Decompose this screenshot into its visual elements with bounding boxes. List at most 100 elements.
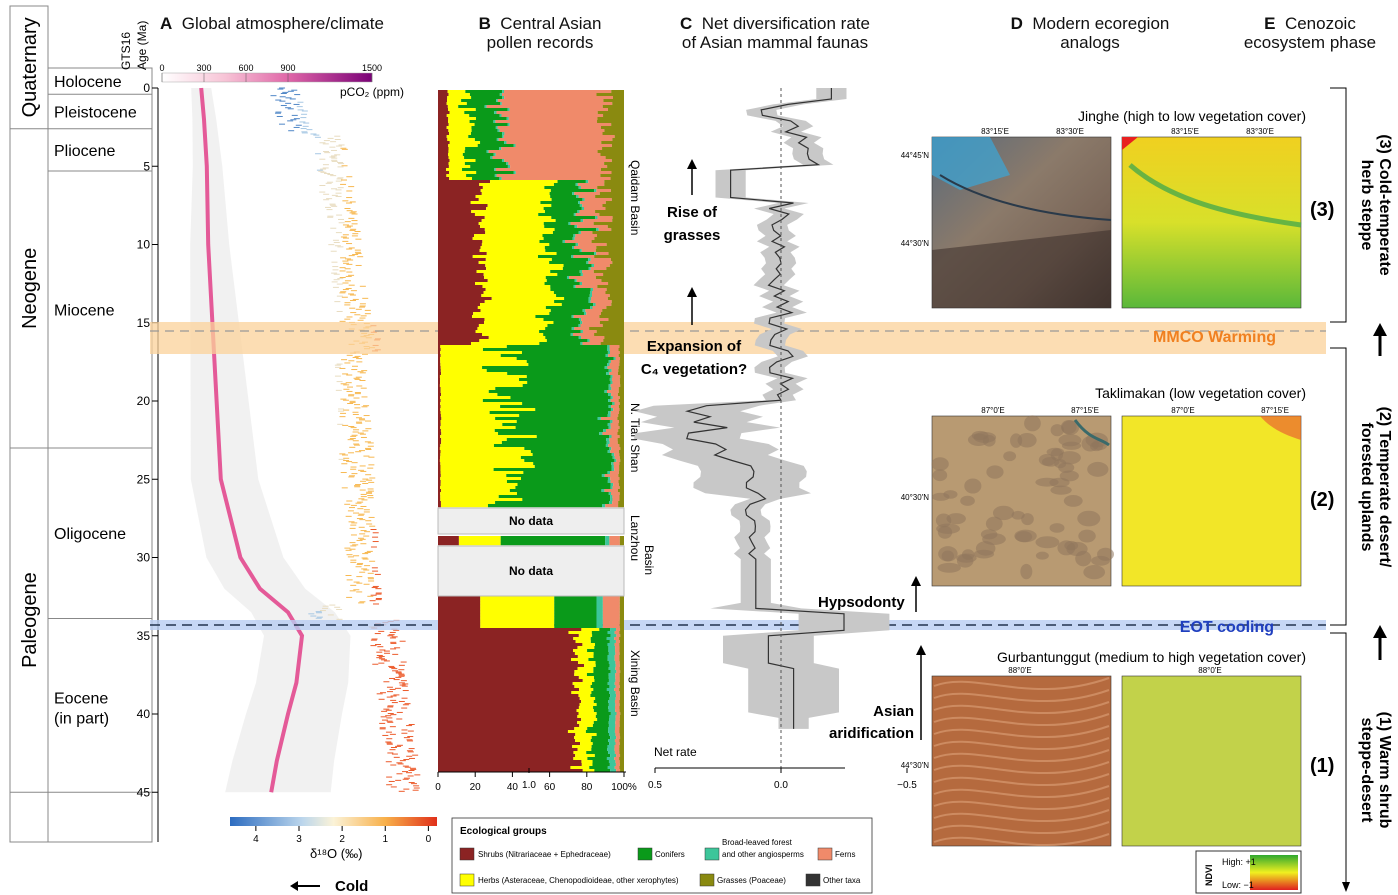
pollen-cell [612,198,624,201]
pollen-cell [591,739,608,742]
dune-shadow [1035,536,1059,548]
pollen-cell [616,670,620,673]
pollen-cell [609,501,612,504]
pollen-cell [587,673,609,676]
pollen-cell [619,411,624,414]
age-tick-label: 35 [137,629,151,643]
pollen-cell [544,222,569,225]
pollen-cell [438,450,441,453]
pollen-cell [615,402,620,405]
age-tick-label: 10 [137,238,151,252]
pollen-cell [607,688,614,691]
pollen-cell [611,228,624,231]
pollen-cell [609,715,615,718]
phase-2-label-1: (2) Temperate desert/ [1376,407,1393,568]
pollen-cell [614,459,616,462]
pollen-cell [507,480,608,483]
pollen-cell [438,742,580,745]
pollen-cell [438,613,480,616]
pollen-cell [575,279,577,282]
pollen-cell [620,610,624,613]
age-tick-label: 45 [137,785,151,799]
pollen-cell [618,438,624,441]
pollen-cell [571,658,588,661]
pollen-cell [594,264,610,267]
pollen-cell [438,363,440,366]
pollen-cell [440,408,535,411]
pollen-cell [620,384,624,387]
pollen-cell [590,291,592,294]
pollen-cell [448,120,469,123]
pollen-cell [438,604,480,607]
pollen-cell [620,601,624,604]
pollen-cell [620,402,624,405]
epoch-label: Oligocene [54,526,126,543]
pollen-cell [591,640,610,643]
pollen-cell [438,721,577,724]
pollen-cell [619,450,624,453]
pollen-cell [440,495,498,498]
pollen-cell [531,450,608,453]
pollen-cell [593,742,609,745]
pollen-cell [438,751,573,754]
pollen-cell [527,381,610,384]
pollen-cell [438,495,440,498]
pollen-cell [480,141,504,144]
pollen-cell [545,210,577,213]
pollen-cell [619,399,624,402]
pollen-cell [612,171,624,174]
pollen-cell [609,438,617,441]
pollen-cell [438,480,441,483]
pollen-cell [605,539,609,542]
pollen-cell [620,679,624,682]
pollen-cell [606,372,609,375]
pollen-cell [438,270,477,273]
pollen-cell [483,186,544,189]
pollen-cell [579,724,593,727]
pollen-cell [572,745,591,748]
pollen-cell [606,444,608,447]
pollen-cell [604,390,607,393]
phase-1-label-1: (1) Warm shrub [1376,712,1393,829]
pollen-cell [487,252,557,255]
pollen-cell [594,255,624,258]
pollen-cell [620,607,624,610]
pollen-cell [438,384,440,387]
pollen-cell [583,273,603,276]
pollen-cell [484,321,553,324]
pollen-cell [575,237,595,240]
pollen-cell [612,159,624,162]
pollen-cell [581,273,583,276]
pollen-cell [574,327,589,330]
pollen-cell [594,679,608,682]
pollen-cell [545,327,572,330]
pollen-cell [587,757,607,760]
pollen-cell [481,189,551,192]
pollen-cell [488,504,602,507]
pollen-cell [609,492,611,495]
pollen-cell [440,444,494,447]
pollen-cell [527,360,609,363]
pollen-cell [609,372,618,375]
pollen-cell [614,637,619,640]
pollen-cell [619,739,624,742]
pollen-cell [564,297,588,300]
pollen-cell [612,102,624,105]
pollen-cell [471,96,502,99]
pollen-cell [592,745,608,748]
pollen-cell [592,306,606,309]
pollen-cell [497,174,601,177]
pollen-cell [480,249,546,252]
pollen-cell [446,168,462,171]
pollen-cell [608,405,611,408]
pollen-cell [611,360,620,363]
pollen-cell [620,754,624,757]
pollen-cell [487,150,489,153]
pollen-cell [603,114,624,117]
pollen-cell [615,700,620,703]
pollen-cell [578,712,596,715]
pollen-cell [438,622,480,625]
pollen-cell [574,736,592,739]
pollen-cell [508,162,604,165]
pollen-cell [540,201,578,204]
